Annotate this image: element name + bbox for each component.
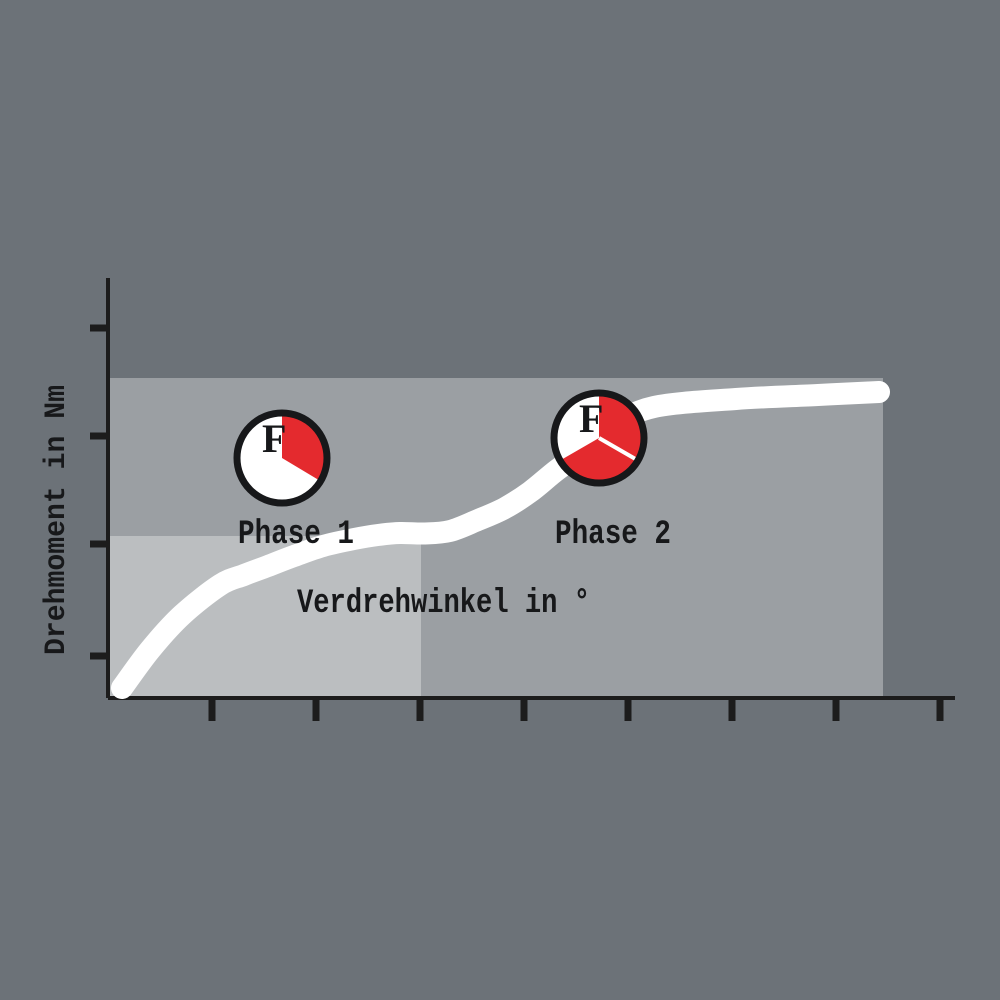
svg-text:Drehmoment in Nm: Drehmoment in Nm <box>40 385 74 655</box>
svg-text:F: F <box>262 416 286 461</box>
svg-text:F: F <box>579 396 603 441</box>
svg-text:Phase 1: Phase 1 <box>238 516 354 554</box>
svg-text:Verdrehwinkel in °: Verdrehwinkel in ° <box>297 585 590 623</box>
svg-text:Phase 2: Phase 2 <box>555 516 671 554</box>
